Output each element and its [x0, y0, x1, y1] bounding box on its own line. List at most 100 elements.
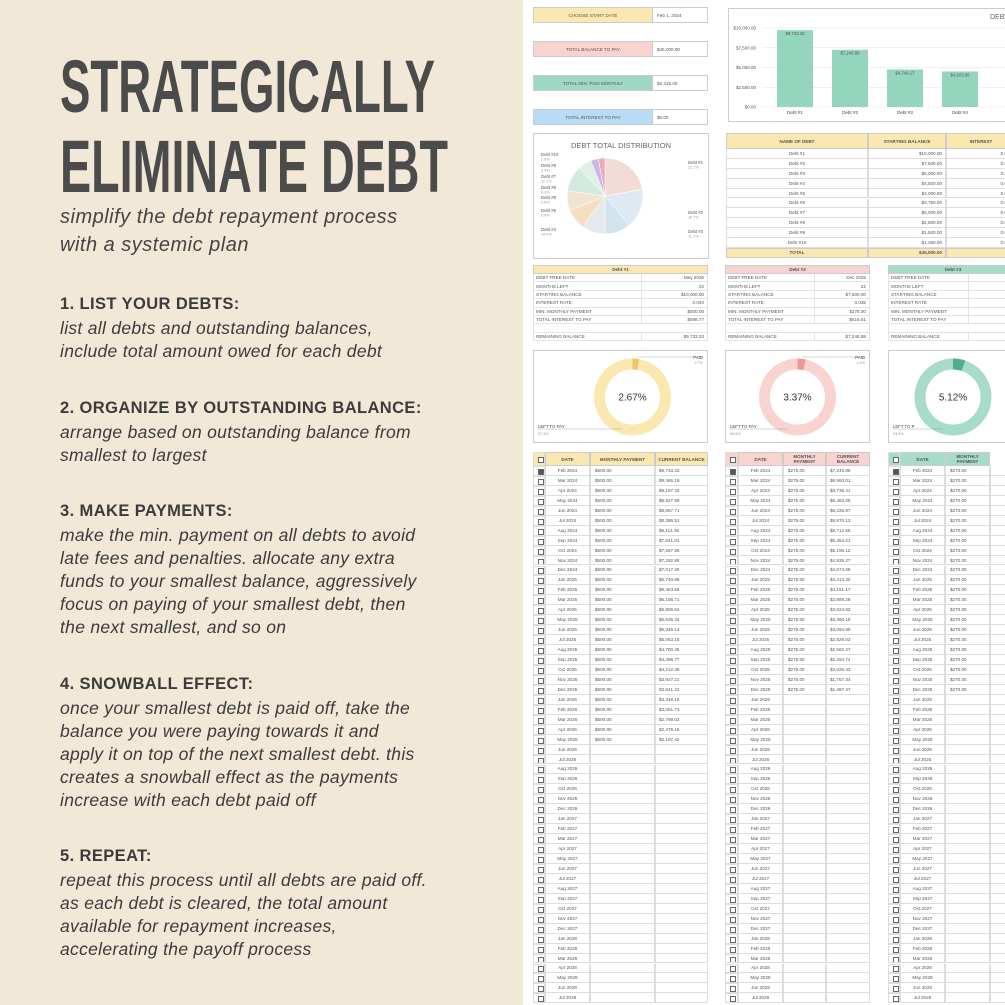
- checkbox[interactable]: [537, 857, 544, 863]
- checkbox[interactable]: [729, 847, 736, 854]
- checkbox[interactable]: [892, 648, 899, 655]
- checkbox[interactable]: [729, 508, 736, 515]
- checkbox[interactable]: [729, 488, 736, 495]
- checkbox[interactable]: [729, 827, 736, 834]
- checkbox[interactable]: [729, 787, 736, 794]
- checkbox[interactable]: [729, 697, 736, 704]
- checkbox[interactable]: [729, 498, 736, 505]
- checkbox[interactable]: [892, 538, 899, 545]
- checkbox[interactable]: [729, 767, 736, 774]
- checkbox[interactable]: [537, 946, 544, 953]
- checkbox[interactable]: [729, 797, 736, 804]
- checkbox[interactable]: [892, 827, 899, 834]
- checkbox[interactable]: [892, 926, 899, 933]
- checkbox[interactable]: [537, 886, 544, 893]
- checkbox[interactable]: [537, 707, 544, 714]
- checkbox[interactable]: [892, 488, 899, 495]
- checkbox[interactable]: [892, 608, 899, 615]
- checkbox[interactable]: [729, 727, 736, 734]
- checkbox[interactable]: [537, 498, 544, 505]
- checkbox[interactable]: [729, 687, 736, 694]
- checkbox[interactable]: [892, 667, 899, 674]
- checkbox[interactable]: [537, 847, 544, 854]
- checkbox[interactable]: [537, 478, 544, 485]
- checkbox[interactable]: [729, 837, 736, 844]
- checkbox[interactable]: [537, 966, 544, 973]
- checkbox[interactable]: [537, 767, 544, 774]
- checkbox[interactable]: [537, 996, 544, 1003]
- checkbox[interactable]: [537, 578, 544, 585]
- checkbox[interactable]: [537, 986, 544, 993]
- checkbox[interactable]: [892, 847, 899, 854]
- checkbox[interactable]: [537, 518, 544, 525]
- checkbox[interactable]: [729, 518, 736, 525]
- checkbox[interactable]: [537, 797, 544, 804]
- checkbox[interactable]: [892, 737, 899, 744]
- checkbox[interactable]: [537, 757, 544, 764]
- checkbox[interactable]: [537, 916, 544, 923]
- checkbox[interactable]: [537, 976, 544, 983]
- checkbox[interactable]: [892, 986, 899, 993]
- checkbox[interactable]: [537, 956, 544, 963]
- checkbox[interactable]: [729, 548, 736, 555]
- checkbox[interactable]: [537, 528, 544, 535]
- checkbox[interactable]: [892, 817, 899, 824]
- checkbox[interactable]: [892, 618, 899, 625]
- checkbox[interactable]: [892, 777, 899, 784]
- checkbox[interactable]: [537, 677, 544, 684]
- checkbox[interactable]: [537, 667, 544, 674]
- checkbox[interactable]: [729, 608, 736, 615]
- checkbox[interactable]: [892, 896, 899, 903]
- checkbox[interactable]: [729, 757, 736, 764]
- checkbox[interactable]: [729, 648, 736, 655]
- checkbox[interactable]: [729, 737, 736, 744]
- checkbox[interactable]: [537, 827, 544, 834]
- checkbox[interactable]: [729, 817, 736, 824]
- checkbox[interactable]: [537, 717, 544, 724]
- checkbox[interactable]: [892, 638, 899, 645]
- checkbox[interactable]: [537, 618, 544, 625]
- checkbox[interactable]: [537, 468, 544, 475]
- checkbox[interactable]: [729, 966, 736, 973]
- checkbox[interactable]: [729, 528, 736, 535]
- checkbox[interactable]: [729, 857, 736, 863]
- checkbox[interactable]: [729, 956, 736, 963]
- checkbox[interactable]: [892, 996, 899, 1003]
- checkbox[interactable]: [537, 558, 544, 565]
- checkbox[interactable]: [537, 638, 544, 645]
- checkbox[interactable]: [729, 747, 736, 754]
- checkbox[interactable]: [729, 916, 736, 923]
- checkbox[interactable]: [892, 916, 899, 923]
- checkbox[interactable]: [892, 837, 899, 844]
- checkbox[interactable]: [892, 866, 899, 873]
- checkbox[interactable]: [729, 558, 736, 565]
- checkbox[interactable]: [729, 906, 736, 913]
- checkbox[interactable]: [892, 717, 899, 724]
- checkbox[interactable]: [729, 628, 736, 635]
- checkbox[interactable]: [892, 548, 899, 555]
- checkbox[interactable]: [892, 966, 899, 973]
- checkbox[interactable]: [537, 687, 544, 694]
- checkbox[interactable]: [537, 906, 544, 913]
- checkbox[interactable]: [892, 727, 899, 734]
- checkbox[interactable]: [729, 457, 736, 463]
- checkbox[interactable]: [537, 488, 544, 495]
- checkbox[interactable]: [537, 936, 544, 943]
- checkbox[interactable]: [892, 767, 899, 774]
- checkbox[interactable]: [537, 457, 544, 463]
- checkbox[interactable]: [892, 976, 899, 983]
- checkbox[interactable]: [892, 797, 899, 804]
- checkbox[interactable]: [537, 837, 544, 844]
- checkbox[interactable]: [729, 936, 736, 943]
- checkbox[interactable]: [892, 747, 899, 754]
- checkbox[interactable]: [892, 687, 899, 694]
- checkbox[interactable]: [729, 638, 736, 645]
- checkbox[interactable]: [729, 807, 736, 814]
- checkbox[interactable]: [892, 697, 899, 704]
- checkbox[interactable]: [892, 578, 899, 585]
- checkbox[interactable]: [892, 478, 899, 485]
- checkbox[interactable]: [729, 598, 736, 605]
- checkbox[interactable]: [729, 667, 736, 674]
- checkbox[interactable]: [729, 986, 736, 993]
- checkbox[interactable]: [892, 588, 899, 595]
